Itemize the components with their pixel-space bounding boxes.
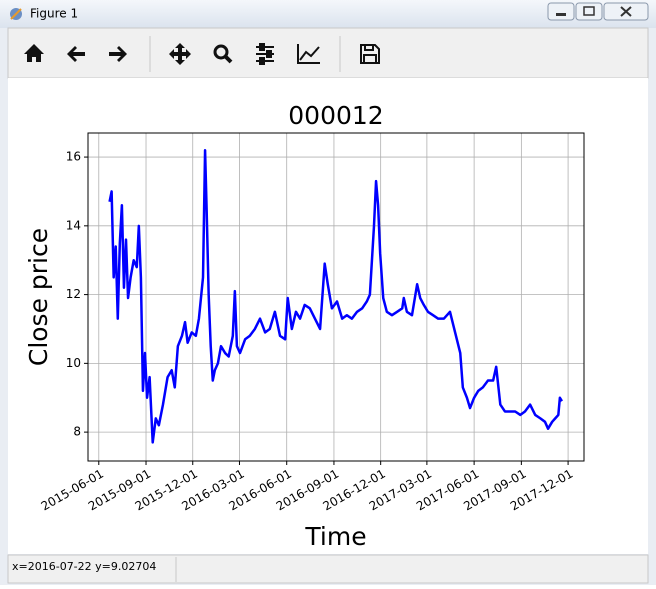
status-bar	[7, 554, 649, 584]
title-bar	[0, 0, 656, 28]
home-button[interactable]	[24, 44, 44, 62]
x-axis-label: Time	[304, 522, 366, 551]
plot-frame	[87, 132, 585, 462]
save-button[interactable]	[360, 44, 380, 64]
y-axis-label: Close price	[24, 228, 53, 366]
zoom-button[interactable]	[213, 44, 233, 64]
maximize-button[interactable]	[575, 2, 603, 21]
price-line	[108, 148, 563, 444]
forward-button[interactable]	[109, 46, 127, 62]
minimize-button[interactable]	[547, 2, 575, 21]
toolbar-separator	[149, 36, 341, 72]
chart-title: 000012	[288, 101, 383, 130]
back-button[interactable]	[67, 46, 85, 62]
app-icon	[10, 8, 22, 20]
edit-button[interactable]	[297, 44, 320, 64]
y-tick-label: 14	[66, 218, 81, 232]
y-tick-label: 8	[73, 425, 81, 439]
status-text: x=2016-07-22 y=9.02704	[12, 560, 156, 573]
configure-button[interactable]	[256, 43, 274, 65]
y-tick-label: 10	[66, 356, 81, 370]
y-tick-label: 12	[66, 287, 81, 301]
y-tick-label: 16	[66, 150, 81, 164]
pan-button[interactable]	[169, 43, 191, 65]
close-button[interactable]	[603, 2, 649, 21]
toolbar	[7, 27, 649, 79]
window-title: Figure 1	[30, 7, 78, 21]
